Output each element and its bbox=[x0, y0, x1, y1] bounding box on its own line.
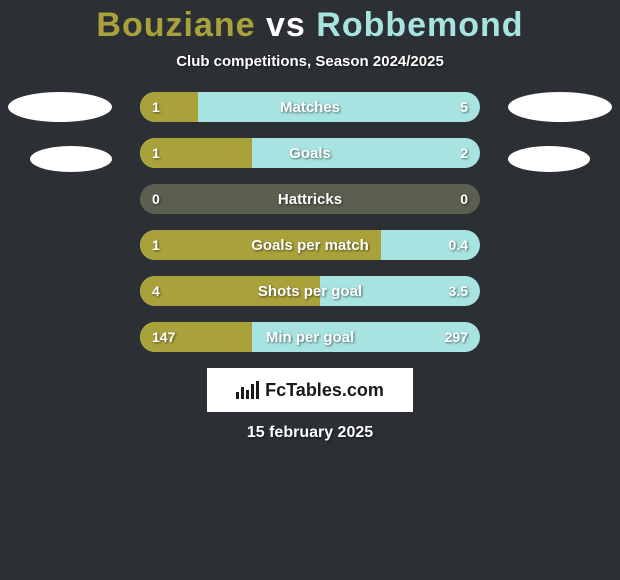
stat-row: 10.4Goals per match bbox=[140, 230, 480, 260]
stat-value-right: 3.5 bbox=[449, 276, 468, 306]
stat-row: 0 0Hattricks bbox=[140, 184, 480, 214]
stat-value-right: 5 bbox=[460, 92, 468, 122]
player1-name: Bouziane bbox=[96, 6, 255, 44]
decorative-ellipse bbox=[508, 92, 612, 122]
brand-text: FcTables.com bbox=[265, 380, 384, 401]
stat-row: 43.5Shots per goal bbox=[140, 276, 480, 306]
stat-row: 147297Min per goal bbox=[140, 322, 480, 352]
brand-badge: FcTables.com bbox=[207, 368, 413, 412]
stat-value-right: 0.4 bbox=[449, 230, 468, 260]
date-label: 15 february 2025 bbox=[0, 424, 620, 442]
stat-value-right: 0 bbox=[460, 184, 468, 214]
stat-bar-left bbox=[140, 92, 198, 122]
player2-name: Robbemond bbox=[316, 6, 523, 44]
page-title: Bouziane vs Robbemond bbox=[0, 6, 620, 45]
decorative-ellipse bbox=[508, 146, 590, 172]
stat-row: 12Goals bbox=[140, 138, 480, 168]
stat-bar-left bbox=[140, 230, 381, 260]
stat-label: Hattricks bbox=[140, 184, 480, 214]
stat-value-right: 297 bbox=[445, 322, 468, 352]
stat-value-right: 2 bbox=[460, 138, 468, 168]
stat-bar-left bbox=[140, 276, 320, 306]
stat-bar-left bbox=[140, 138, 252, 168]
decorative-ellipse bbox=[8, 92, 112, 122]
vs-text: vs bbox=[266, 6, 306, 44]
comparison-infographic: Bouziane vs Robbemond Club competitions,… bbox=[0, 0, 620, 580]
decorative-ellipse bbox=[30, 146, 112, 172]
subtitle: Club competitions, Season 2024/2025 bbox=[0, 53, 620, 70]
stats-zone: 15Matches 12Goals 0 0Hattricks 10.4Goals per… bbox=[0, 92, 620, 352]
stat-bar-left bbox=[140, 322, 252, 352]
chart-icon bbox=[236, 381, 259, 399]
stat-row: 15Matches bbox=[140, 92, 480, 122]
stat-bars: 15Matches 12Goals 0 0Hattricks 10.4Goals per… bbox=[140, 92, 480, 352]
stat-value-left: 0 bbox=[152, 184, 160, 214]
